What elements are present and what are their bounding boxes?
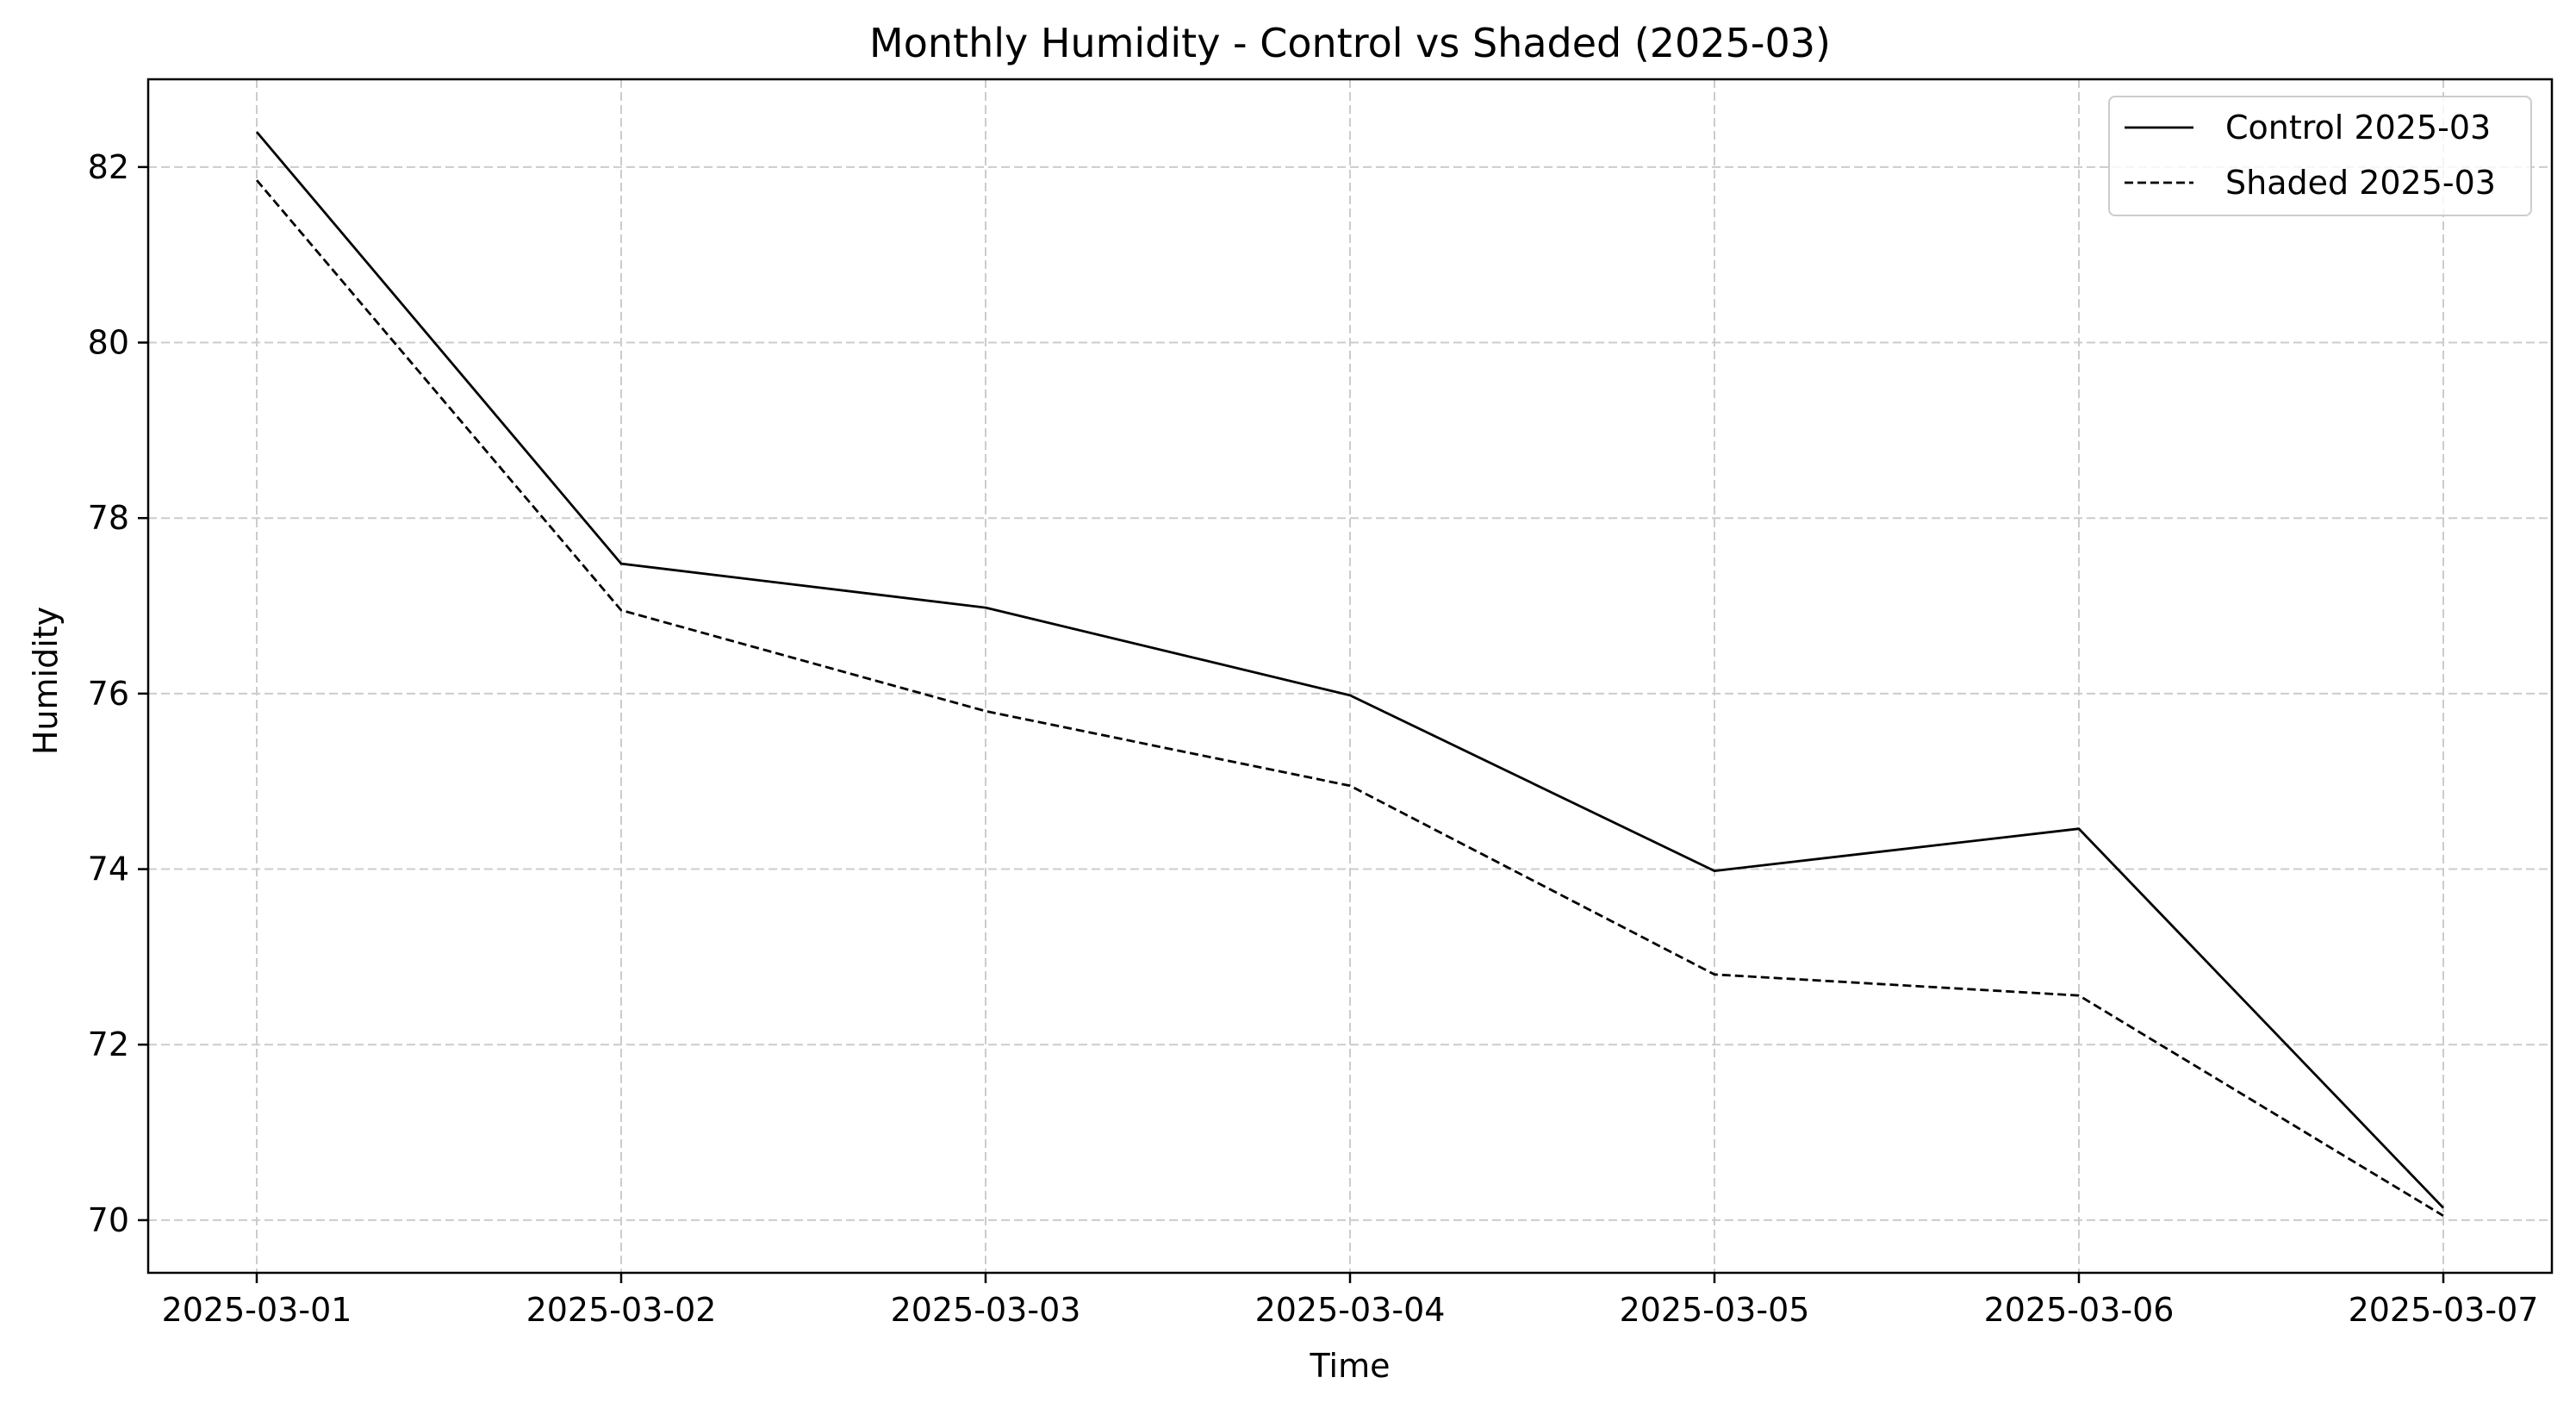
series-line-shaded — [255, 179, 2444, 1217]
y-tick-label: 70 — [88, 1201, 129, 1239]
y-axis-ticks: 70 72 74 76 78 80 82 — [88, 148, 148, 1239]
y-tick-label: 76 — [88, 675, 129, 713]
x-tick-label: 2025-03-05 — [1620, 1291, 1810, 1329]
legend-label-shaded: Shaded 2025-03 — [2225, 164, 2496, 202]
x-tick-label: 2025-03-01 — [162, 1291, 352, 1329]
x-axis-label: Time — [1310, 1347, 1391, 1385]
x-axis-ticks: 2025-03-01 2025-03-02 2025-03-03 2025-03-04… — [162, 1273, 2539, 1329]
legend: Control 2025-03 Shaded 2025-03 — [2108, 96, 2532, 216]
grid-layer — [148, 79, 2552, 1273]
series-layer — [255, 131, 2445, 1217]
x-tick-label: 2025-03-06 — [1984, 1291, 2175, 1329]
legend-label-control: Control 2025-03 — [2225, 109, 2491, 146]
y-tick-label: 80 — [88, 324, 129, 362]
y-tick-label: 72 — [88, 1025, 129, 1063]
x-tick-label: 2025-03-04 — [1255, 1291, 1446, 1329]
x-tick-label: 2025-03-03 — [891, 1291, 1081, 1329]
x-tick-label: 2025-03-07 — [2349, 1291, 2539, 1329]
y-tick-label: 82 — [88, 148, 129, 186]
legend-box — [2108, 96, 2532, 216]
y-axis-label: Humidity — [27, 607, 65, 755]
series-line-control — [255, 131, 2445, 1209]
x-tick-label: 2025-03-02 — [526, 1291, 717, 1329]
chart-title: Monthly Humidity - Control vs Shaded (20… — [869, 20, 1831, 66]
y-tick-label: 78 — [88, 499, 129, 537]
y-tick-label: 74 — [88, 851, 129, 888]
